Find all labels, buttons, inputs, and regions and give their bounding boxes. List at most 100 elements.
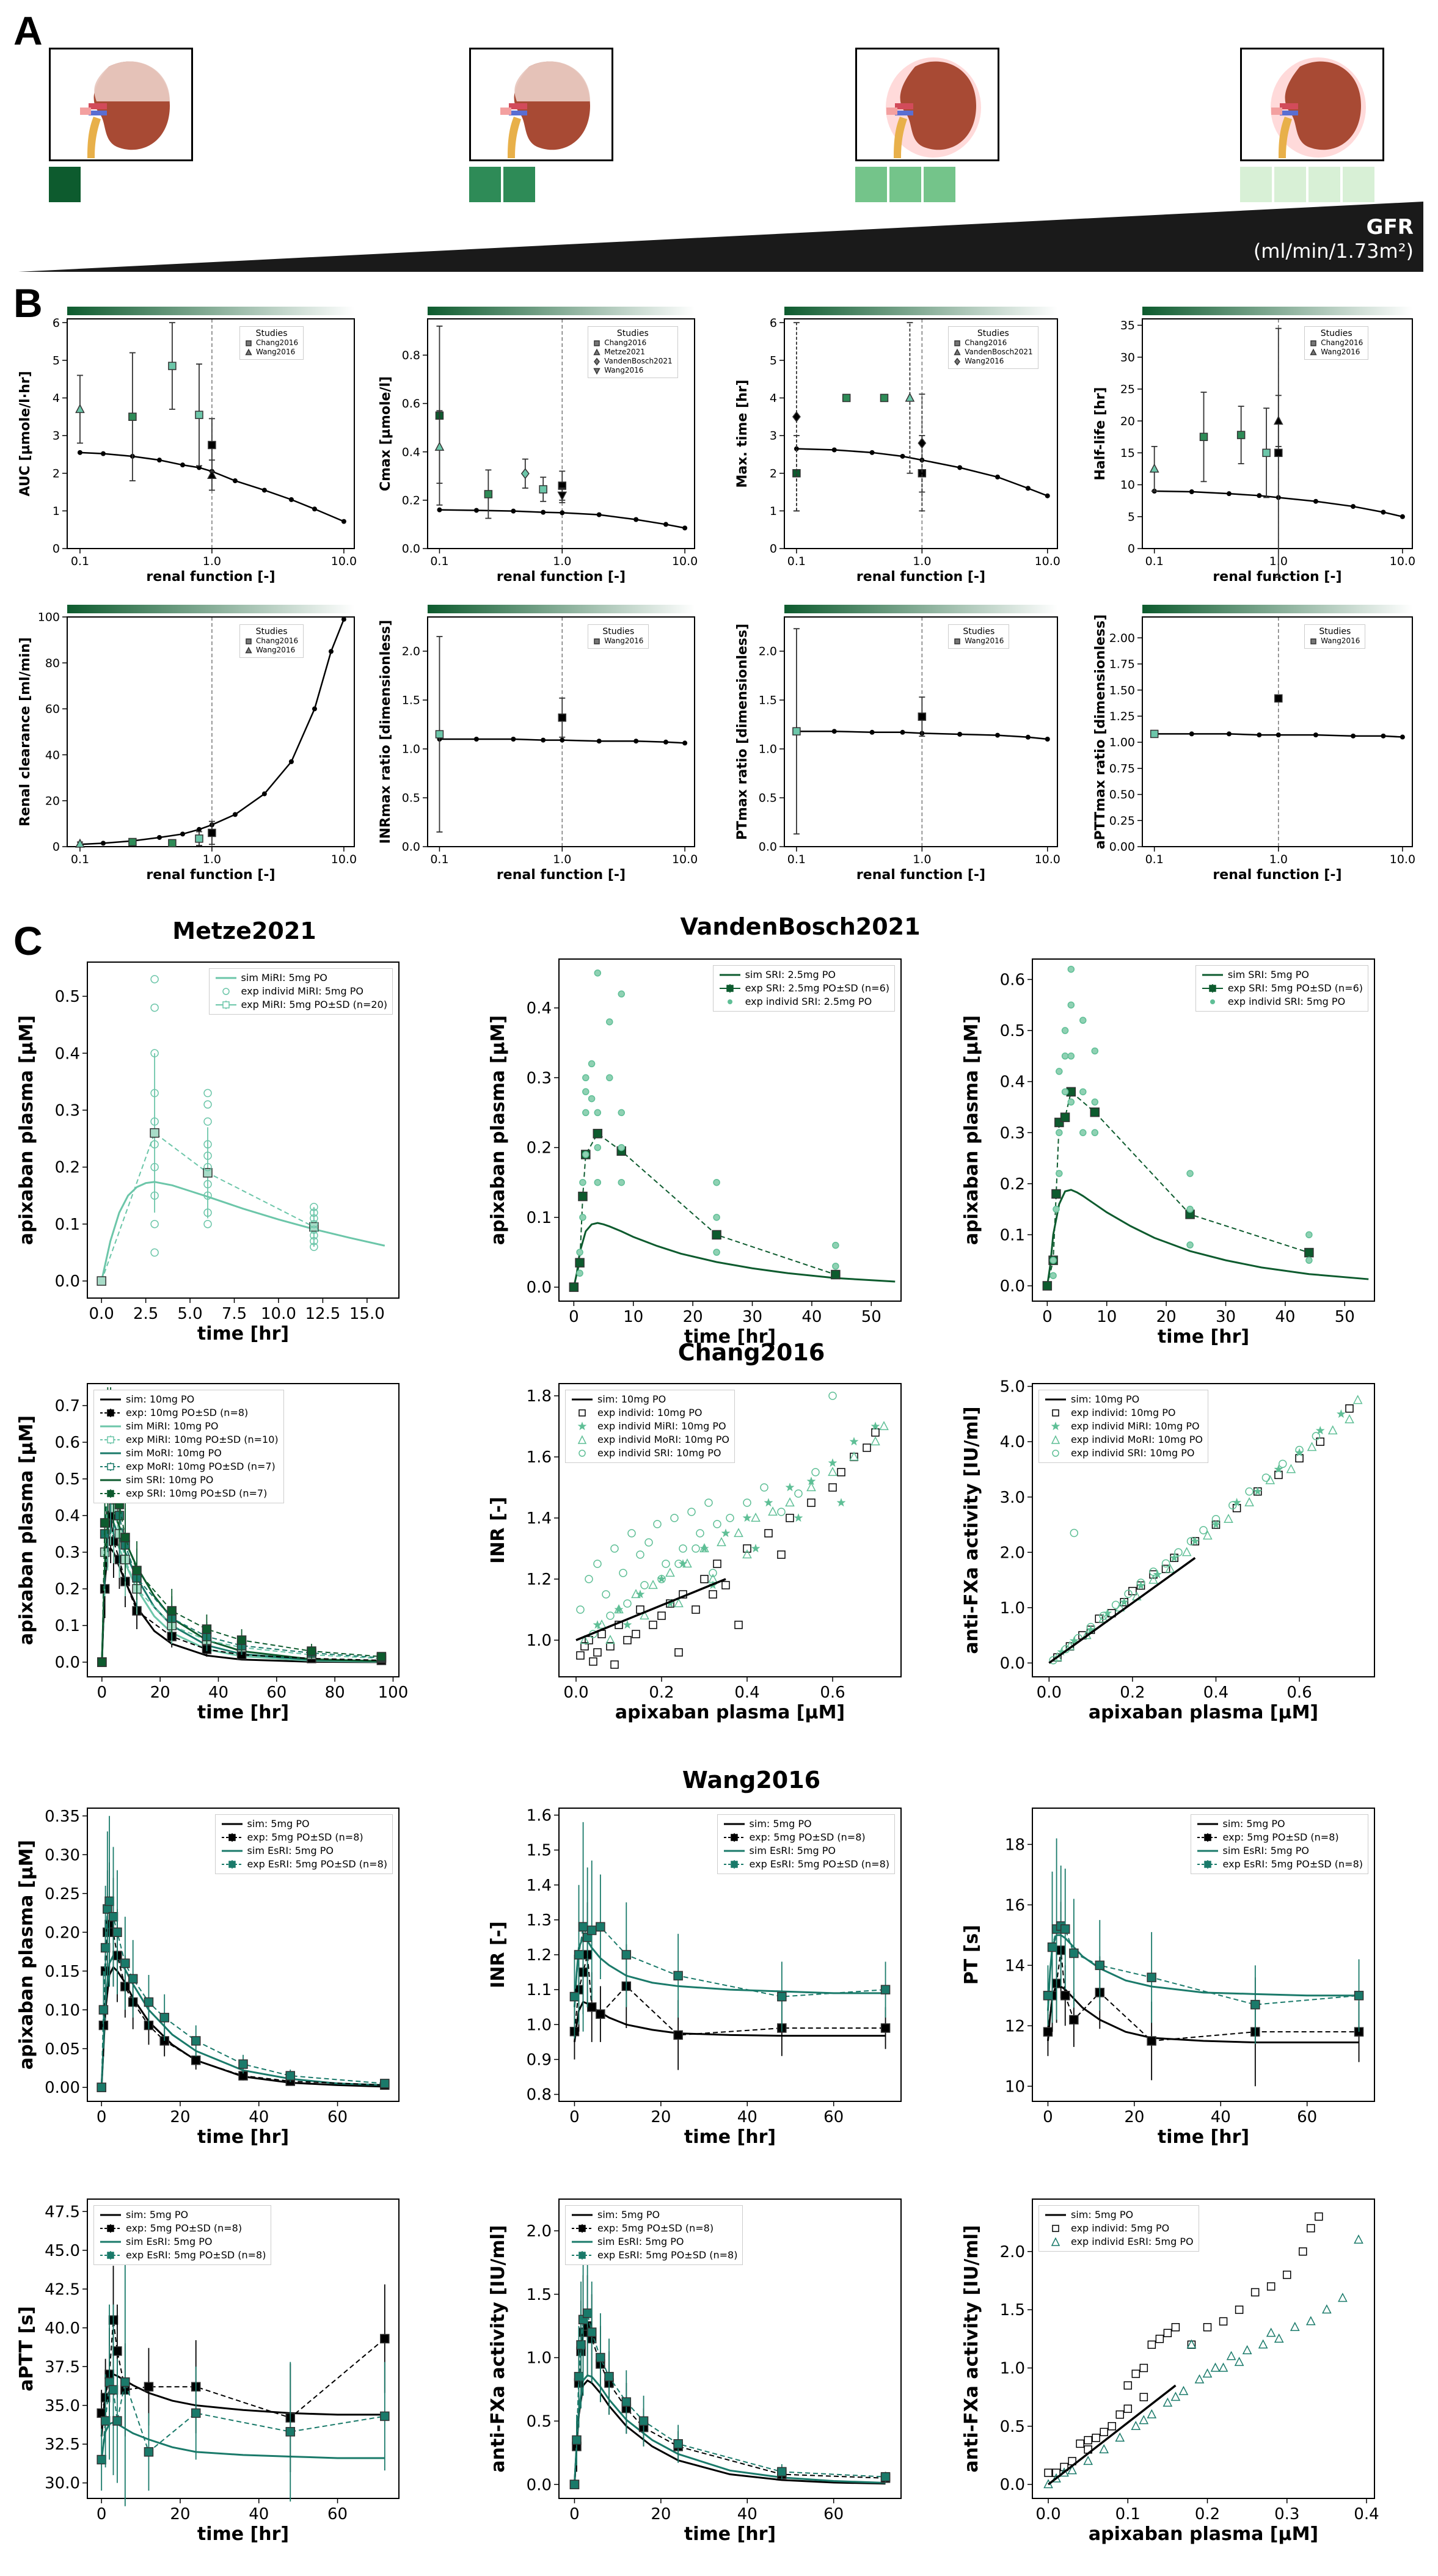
chart-c11: 0 20 40 60 0.0 0.5 1.0 1.5 2.0 time [hr] anti-FXa … [487,2198,902,2545]
y-tick-label: 1.4 [527,1877,552,1895]
individual-data-point [1067,2465,1077,2475]
legend-marker [593,368,600,374]
y-tick-label: 0.0 [1000,1654,1025,1673]
mean-data-line [101,1922,385,2088]
mean-data-point [108,1912,119,1922]
simulation-point [1381,509,1386,515]
axes-frame [558,2198,902,2499]
simulation-point [312,506,317,512]
mean-data-line [101,2379,385,2460]
severity-gradient-bar [67,605,354,613]
legend-swatch-icon [100,1479,121,1481]
legend-entry: sim MiRI: 10mg PO [99,1420,279,1433]
individual-data-point [606,1611,615,1620]
simulation-point [196,826,202,832]
y-tick-label: 0.0 [402,841,420,854]
legend-title: Studies [1319,627,1351,637]
individual-data-point [1067,1098,1075,1106]
legend-entry: exp individ: 10mg PO [1044,1406,1203,1420]
mean-data-point [572,2435,582,2445]
chart-legend: sim: 5mg PO exp individ: 5mg PO exp indivi… [1038,2205,1199,2252]
legend-entry: exp individ SRI: 10mg PO [571,1447,729,1460]
individual-data-point [1153,1569,1162,1578]
y-tick-label: 20 [1120,415,1135,428]
legend-entry: sim: 10mg PO [1044,1393,1203,1406]
x-tick-label: 20 [170,2505,190,2523]
y-tick-label: 80 [45,657,60,670]
y-tick-label: 0.0 [527,2476,552,2494]
mean-data-point [285,2071,296,2081]
legend-swatch-icon [572,2224,593,2233]
y-axis-label: apixaban plasma [µM] [487,1015,509,1245]
legend-entry: exp EsRI: 5mg PO±SD (n=8) [99,2249,266,2262]
x-tick-label: 0.2 [649,1684,674,1702]
y-tick-label: 2.00 [1109,632,1135,645]
individual-data-point [1119,1597,1129,1607]
mean-data-point [569,1991,580,2002]
mean-data-point [98,2005,109,2015]
mean-data-point [108,2385,119,2395]
mean-data-point [191,2036,201,2046]
individual-data-point [594,1144,602,1151]
y-tick-label: 5 [53,354,60,367]
legend-entry: Chang2016 [245,338,298,348]
y-tick-label: 1.6 [527,1807,552,1825]
legend-entry: Metze2021 [593,348,672,357]
simulation-point [288,497,294,502]
individual-data-point [1279,1459,1287,1469]
x-tick-label: 50 [1335,1308,1355,1326]
mean-data-point [673,2030,683,2040]
individual-data-point [1079,1088,1087,1096]
legend-star-icon [1051,1421,1060,1431]
legend-entry: Chang2016 [245,637,298,646]
x-tick-label: 10.0 [1035,853,1060,866]
y-tick-label: 0.00 [1109,841,1135,854]
individual-data-point [644,1538,653,1547]
individual-data-point [589,1657,597,1666]
legend-label: Wang2016 [604,366,644,374]
x-tick-label: 0.6 [820,1684,845,1702]
chart-svg: 0.0 0.2 0.4 0.6 1.0 1.2 1.4 1.6 1.8 apixaban plas… [487,1383,902,1723]
panel-letter-b: B [13,280,43,326]
individual-data-point [310,1208,318,1217]
x-tick-label: 40 [1275,1308,1295,1326]
legend-entry: Chang2016 [1310,338,1363,348]
x-tick-label: 60 [823,2505,844,2523]
stage-tiles-4 [1240,167,1374,202]
chart-legend: sim SRI: 2.5mg PO exp SRI: 2.5mg PO±SD (n… [712,965,895,1012]
simulation-point [541,509,546,515]
y-tick-label: 4.0 [1000,1433,1025,1451]
y-tick-label: 1.0 [402,743,420,756]
chart-legend: sim: 5mg PO exp: 5mg PO±SD (n=8) sim EsRI:… [717,1814,895,1874]
legend-entry: exp: 5mg PO±SD (n=8) [1196,1831,1363,1844]
legend-label: sim: 5mg PO [749,1818,812,1830]
x-axis-label: time [hr] [197,1323,289,1345]
y-axis-label: INR [-] [487,1921,509,1988]
legend-entry: exp individ MoRI: 10mg PO [571,1433,729,1447]
x-axis-label: time [hr] [684,2126,776,2148]
legend-entry: sim: 5mg PO [1044,2208,1194,2222]
chart-legend: Studies Wang2016 [948,624,1010,649]
y-tick-label: 0.5 [55,988,80,1006]
individual-data-point [1060,2462,1068,2472]
legend-label: Chang2016 [256,637,299,645]
chart-svg: 0.1 1.0 10.0 0.00 0.25 0.50 0.75 1.00 1.25 1.50 1.… [1093,605,1415,883]
individual-data-point [1211,1520,1221,1529]
legend-marker-icon [1310,348,1317,355]
individual-data-point [1305,2316,1316,2326]
kidney-illustration-1 [49,48,193,161]
plot-area [97,1387,387,1667]
mean-data-point [150,1128,159,1138]
axes-frame [1142,318,1413,549]
y-tick-label: 0 [53,542,60,556]
legend-marker [593,348,600,355]
legend-marker [954,348,961,355]
individual-data-point [632,1630,640,1638]
individual-data-point [1199,1526,1208,1534]
individual-data-point [150,1162,159,1172]
simulation-point [900,453,905,459]
individual-data-point [1169,1553,1179,1562]
chart-c4: 0 20 40 60 80 100 0.0 0.1 0.2 0.3 0.4 0.5 0.6 0.7 time… [16,1383,408,1723]
y-tick-label: 5 [1128,510,1135,524]
legend-marker-icon [594,357,600,365]
